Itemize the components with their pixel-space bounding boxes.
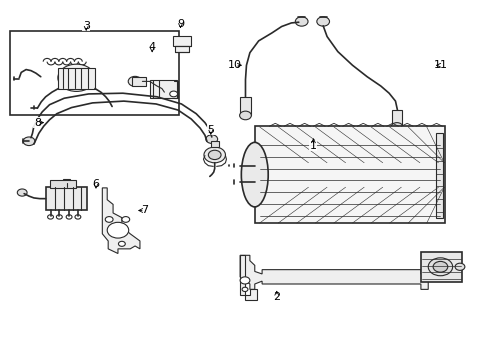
Text: 1: 1	[310, 141, 317, 151]
Bar	[175, 45, 189, 52]
Circle shape	[242, 287, 248, 292]
Circle shape	[17, 189, 27, 196]
Bar	[211, 140, 219, 147]
Bar	[10, 31, 179, 116]
Text: 9: 9	[177, 19, 184, 29]
Text: 11: 11	[434, 60, 447, 70]
Bar	[240, 97, 251, 116]
Circle shape	[204, 147, 225, 163]
Bar	[150, 80, 176, 98]
Bar	[58, 68, 95, 89]
Circle shape	[391, 123, 403, 131]
Circle shape	[433, 261, 448, 272]
Circle shape	[170, 91, 177, 97]
Polygon shape	[240, 255, 428, 289]
Text: 3: 3	[83, 21, 90, 31]
Circle shape	[240, 111, 251, 120]
Bar	[392, 110, 402, 127]
Circle shape	[208, 150, 221, 159]
Text: 8: 8	[34, 118, 41, 128]
Text: 6: 6	[93, 179, 99, 189]
Text: 2: 2	[273, 292, 280, 302]
Circle shape	[128, 76, 142, 86]
Polygon shape	[102, 188, 140, 253]
Circle shape	[66, 70, 87, 86]
Bar	[63, 179, 70, 183]
Bar	[436, 134, 443, 218]
Circle shape	[23, 137, 35, 145]
Text: 7: 7	[141, 206, 148, 216]
Bar	[49, 180, 76, 188]
Text: 10: 10	[228, 60, 242, 70]
Circle shape	[206, 135, 218, 143]
Bar	[255, 126, 445, 223]
Bar	[46, 187, 87, 211]
Text: 4: 4	[148, 42, 156, 52]
Circle shape	[105, 217, 113, 222]
Bar	[421, 252, 463, 282]
Ellipse shape	[242, 142, 268, 207]
Polygon shape	[240, 255, 257, 300]
Circle shape	[58, 64, 95, 91]
Circle shape	[455, 263, 465, 270]
Bar	[132, 77, 147, 86]
Circle shape	[119, 241, 125, 246]
Text: 5: 5	[207, 125, 214, 135]
Bar	[172, 36, 191, 45]
Circle shape	[295, 17, 308, 26]
Circle shape	[317, 17, 330, 26]
Circle shape	[428, 258, 453, 276]
Circle shape	[122, 217, 130, 222]
Circle shape	[107, 222, 129, 238]
Circle shape	[240, 277, 250, 284]
